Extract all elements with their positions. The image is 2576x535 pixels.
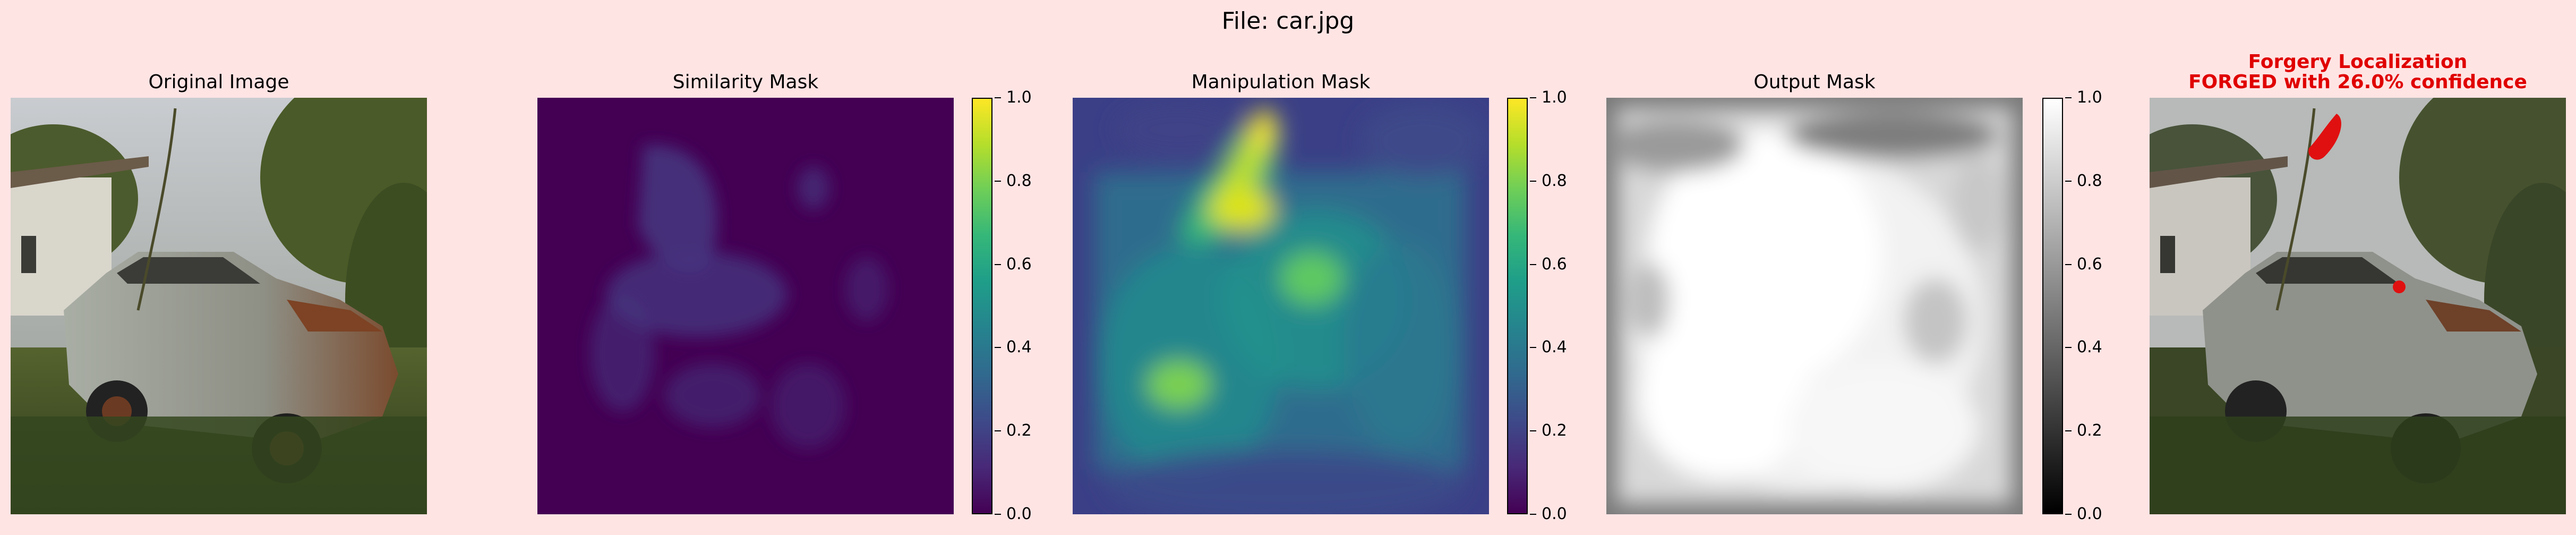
- colorbar-tick: 0.6: [2065, 255, 2102, 274]
- colorbar-tick: 1.0: [2065, 88, 2102, 107]
- colorbar-tick: 1.0: [995, 88, 1032, 107]
- colorbar-tick: 0.6: [1530, 255, 1567, 274]
- colorbar-tick: 0.2: [1530, 421, 1567, 440]
- localization-title: Forgery Localization FORGED with 26.0% c…: [2150, 52, 2566, 92]
- colorbar-tick: 0.6: [995, 255, 1032, 274]
- colorbar-tick: 0.0: [995, 505, 1032, 523]
- original-image-title: Original Image: [148, 71, 289, 93]
- colorbar-tick: 0.8: [995, 172, 1032, 190]
- localization-title-line1: Forgery Localization: [2248, 51, 2468, 73]
- figure-title: File: car.jpg: [1221, 7, 1355, 35]
- similarity-colorbar: [972, 98, 992, 514]
- colorbar-tick: 0.0: [1530, 505, 1567, 523]
- colorbar-tick: 0.4: [1530, 338, 1567, 356]
- forgery-region-marker: [2393, 281, 2406, 293]
- output-mask-title: Output Mask: [1753, 71, 1876, 93]
- manipulation-colorbar: [1507, 98, 1528, 514]
- localization-title-line2: FORGED with 26.0% confidence: [2188, 71, 2527, 93]
- output-mask: [1606, 98, 2023, 514]
- original-image: [11, 98, 427, 514]
- similarity-mask-title: Similarity Mask: [672, 71, 819, 93]
- colorbar-tick: 0.8: [1530, 172, 1567, 190]
- similarity-mask: [537, 98, 954, 514]
- colorbar-tick: 0.4: [995, 338, 1032, 356]
- output-colorbar: [2042, 98, 2063, 514]
- colorbar-tick: 0.2: [995, 421, 1032, 440]
- manipulation-mask: [1073, 98, 1489, 514]
- colorbar-tick: 0.2: [2065, 421, 2102, 440]
- forgery-localization-image: [2150, 98, 2566, 514]
- manipulation-mask-title: Manipulation Mask: [1191, 71, 1371, 93]
- colorbar-tick: 0.8: [2065, 172, 2102, 190]
- colorbar-tick: 0.4: [2065, 338, 2102, 356]
- colorbar-tick: 1.0: [1530, 88, 1567, 107]
- colorbar-tick: 0.0: [2065, 505, 2102, 523]
- forgery-region-marker: [2308, 114, 2341, 160]
